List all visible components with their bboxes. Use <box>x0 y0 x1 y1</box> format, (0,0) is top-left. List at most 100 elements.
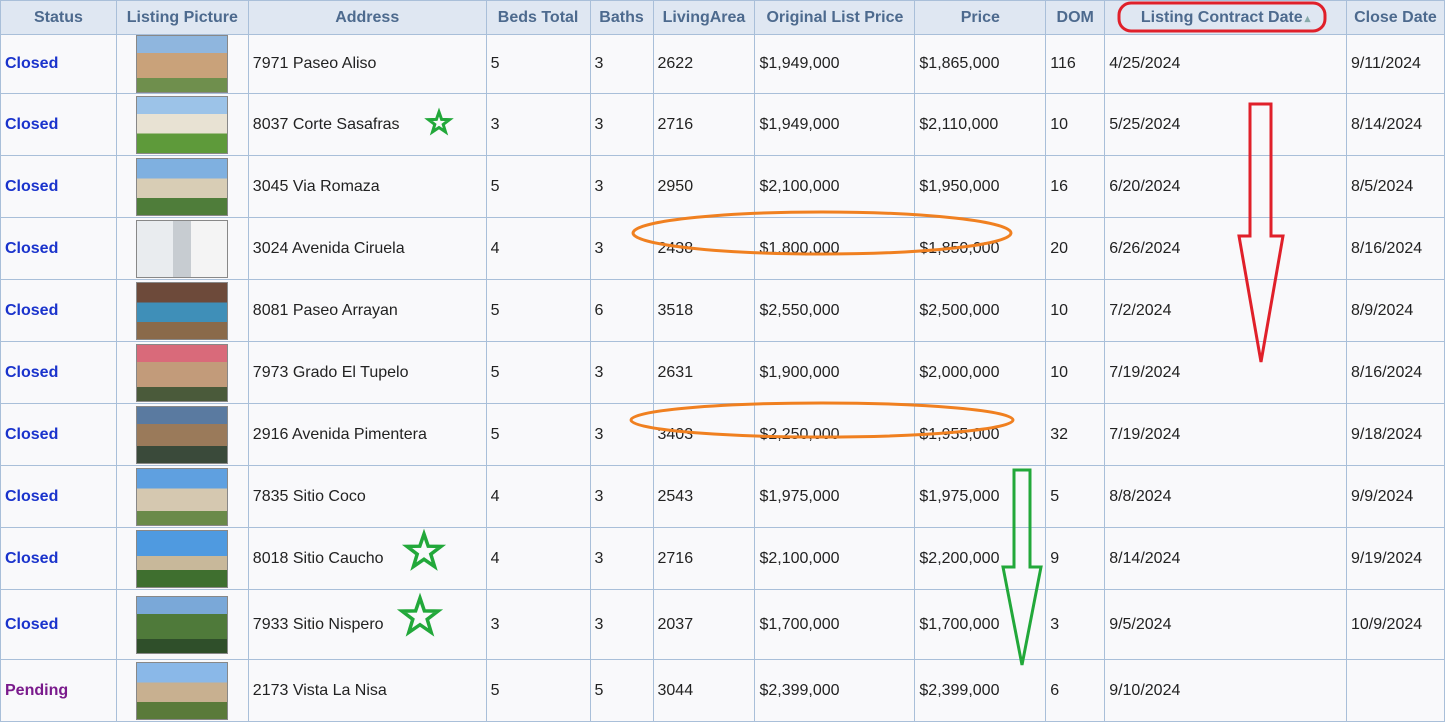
listing-picture-cell[interactable] <box>115 155 249 218</box>
listing-thumbnail[interactable] <box>136 95 229 154</box>
table-row[interactable]: Closed 7971 Paseo Aliso 5 3 2622 $1,949,000 $1… <box>0 34 1445 94</box>
table-row[interactable]: Closed 7835 Sitio Coco 4 3 2543 $1,975,000 $1,… <box>0 465 1445 528</box>
column-header-address[interactable]: Address <box>247 0 487 35</box>
status-cell[interactable]: Closed <box>0 589 117 660</box>
status-cell[interactable]: Closed <box>0 93 117 156</box>
status-cell[interactable]: Closed <box>0 341 117 404</box>
address-cell: 8037 Corte Sasafras <box>247 93 487 156</box>
listing-thumbnail[interactable] <box>136 405 229 464</box>
status-cell[interactable]: Closed <box>0 34 117 94</box>
table-row[interactable]: Closed 8018 Sitio Caucho 4 3 2716 $2,100,000 $… <box>0 527 1445 590</box>
listing-thumbnail[interactable] <box>136 281 229 340</box>
dom-cell: 20 <box>1045 217 1106 280</box>
status-cell[interactable]: Closed <box>0 465 117 528</box>
listing-picture-cell[interactable] <box>115 589 249 660</box>
listing-thumbnail[interactable] <box>136 661 229 720</box>
listing-thumbnail[interactable] <box>136 595 229 654</box>
listing-picture-cell[interactable] <box>115 217 249 280</box>
listing-picture-cell[interactable] <box>115 465 249 528</box>
dom-cell: 10 <box>1045 341 1106 404</box>
original-list-price-cell: $1,900,000 <box>754 341 916 404</box>
dom-cell: 9 <box>1045 527 1106 590</box>
living-area-cell: 3518 <box>652 279 756 342</box>
table-row[interactable]: Closed 8037 Corte Sasafras 3 3 2716 $1,949,00… <box>0 93 1445 156</box>
column-header-price[interactable]: Price <box>914 0 1047 35</box>
listing-thumbnail[interactable] <box>136 529 229 588</box>
column-header-baths[interactable]: Baths <box>589 0 654 35</box>
close-date-cell: 8/14/2024 <box>1345 93 1445 156</box>
price-cell: $1,950,000 <box>914 155 1047 218</box>
address-cell: 7973 Grado El Tupelo <box>247 341 487 404</box>
baths-cell: 3 <box>589 34 654 94</box>
column-header-close-date[interactable]: Close Date <box>1345 0 1445 35</box>
listing-thumbnail[interactable] <box>136 343 229 402</box>
listing-thumbnail[interactable] <box>136 157 229 216</box>
listing-picture-cell[interactable] <box>115 403 249 466</box>
price-cell: $1,955,000 <box>914 403 1047 466</box>
listing-picture-cell[interactable] <box>115 341 249 404</box>
column-header-label: Address <box>335 8 400 26</box>
column-header-original-list-price[interactable]: Original List Price <box>754 0 916 35</box>
original-list-price-cell: $1,949,000 <box>754 93 916 156</box>
column-header-listing-picture[interactable]: Listing Picture <box>115 0 249 35</box>
original-list-price-cell: $1,975,000 <box>754 465 916 528</box>
table-row[interactable]: Closed 3024 Avenida Ciruela 4 3 2438 $1,800,0… <box>0 217 1445 280</box>
column-header-beds-total[interactable]: Beds Total <box>485 0 591 35</box>
address-cell: 3024 Avenida Ciruela <box>247 217 487 280</box>
table-row[interactable]: Closed 8081 Paseo Arrayan 5 6 3518 $2,550,000… <box>0 279 1445 342</box>
price-cell: $1,975,000 <box>914 465 1047 528</box>
original-list-price-cell: $2,550,000 <box>754 279 916 342</box>
baths-cell: 6 <box>589 279 654 342</box>
listing-thumbnail[interactable] <box>136 35 229 93</box>
baths-cell: 3 <box>589 155 654 218</box>
beds-cell: 5 <box>485 155 591 218</box>
column-header-label: Listing Picture <box>126 8 238 26</box>
table-row[interactable]: Closed 3045 Via Romaza 5 3 2950 $2,100,000 $1,… <box>0 155 1445 218</box>
original-list-price-cell: $2,100,000 <box>754 155 916 218</box>
listing-contract-date-cell: 8/8/2024 <box>1104 465 1347 528</box>
original-list-price-cell: $1,700,000 <box>754 589 916 660</box>
beds-cell: 3 <box>485 93 591 156</box>
baths-cell: 3 <box>589 341 654 404</box>
table-row[interactable]: Pending 2173 Vista La Nisa 5 5 3044 $2,399,00… <box>0 659 1445 722</box>
status-cell[interactable]: Closed <box>0 155 117 218</box>
column-header-label: DOM <box>1056 8 1094 26</box>
column-header-dom[interactable]: DOM <box>1045 0 1106 35</box>
baths-cell: 3 <box>589 93 654 156</box>
listing-picture-cell[interactable] <box>115 659 249 722</box>
dom-cell: 10 <box>1045 93 1106 156</box>
price-cell: $2,000,000 <box>914 341 1047 404</box>
address-cell: 2916 Avenida Pimentera <box>247 403 487 466</box>
table-row[interactable]: Closed 7933 Sitio Nispero 3 3 2037 $1,700,000… <box>0 589 1445 660</box>
address-cell: 8081 Paseo Arrayan <box>247 279 487 342</box>
column-header-listing-contract-date[interactable]: Listing Contract Date ▴ <box>1104 0 1347 35</box>
price-cell: $2,500,000 <box>914 279 1047 342</box>
status-cell[interactable]: Closed <box>0 217 117 280</box>
column-header-livingarea[interactable]: LivingArea <box>652 0 756 35</box>
close-date-cell: 8/16/2024 <box>1345 341 1445 404</box>
living-area-cell: 2622 <box>652 34 756 94</box>
address-cell: 2173 Vista La Nisa <box>247 659 487 722</box>
listing-thumbnail[interactable] <box>136 219 229 278</box>
listing-contract-date-cell: 9/5/2024 <box>1104 589 1347 660</box>
listing-thumbnail[interactable] <box>136 467 229 526</box>
status-cell[interactable]: Closed <box>0 527 117 590</box>
status-cell[interactable]: Closed <box>0 279 117 342</box>
listing-contract-date-cell: 4/25/2024 <box>1104 34 1347 94</box>
table-row[interactable]: Closed 2916 Avenida Pimentera 5 3 3403 $2,250… <box>0 403 1445 466</box>
status-cell[interactable]: Closed <box>0 403 117 466</box>
listing-contract-date-cell: 6/20/2024 <box>1104 155 1347 218</box>
sort-icon[interactable]: ▴ <box>1304 12 1311 25</box>
listing-picture-cell[interactable] <box>115 93 249 156</box>
listing-picture-cell[interactable] <box>115 34 249 94</box>
status-cell[interactable]: Pending <box>0 659 117 722</box>
column-header-label: Baths <box>599 8 644 26</box>
address-cell: 7835 Sitio Coco <box>247 465 487 528</box>
column-header-status[interactable]: Status <box>0 0 117 35</box>
living-area-cell: 2716 <box>652 527 756 590</box>
listing-picture-cell[interactable] <box>115 527 249 590</box>
table-row[interactable]: Closed 7973 Grado El Tupelo 5 3 2631 $1,900,0… <box>0 341 1445 404</box>
beds-cell: 5 <box>485 34 591 94</box>
close-date-cell: 8/9/2024 <box>1345 279 1445 342</box>
listing-picture-cell[interactable] <box>115 279 249 342</box>
